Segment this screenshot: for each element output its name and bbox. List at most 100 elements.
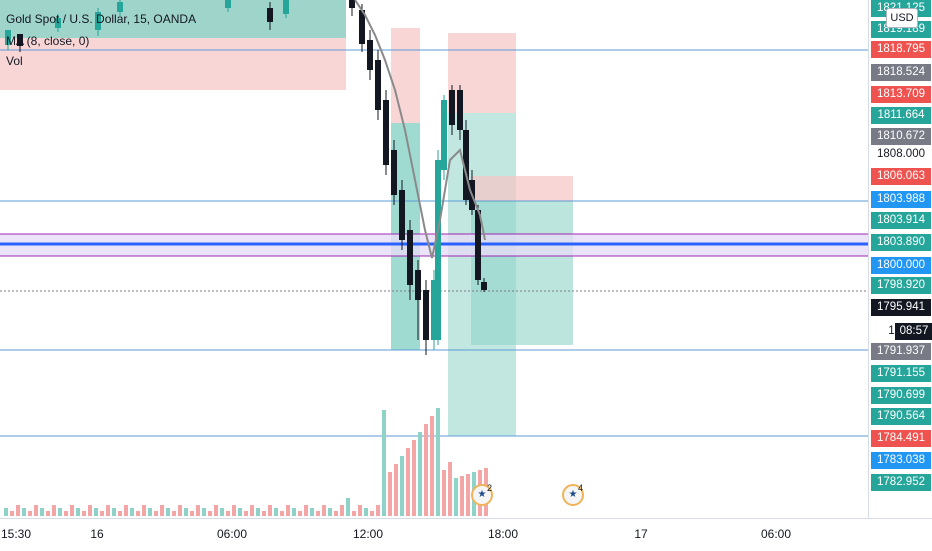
price-label: 1818.524 xyxy=(871,64,931,81)
volume-bar xyxy=(172,511,176,516)
price-label: 1784.491 xyxy=(871,430,931,447)
price-label: 1803.890 xyxy=(871,234,931,251)
candle-body xyxy=(225,0,231,8)
short-position-3-stop-zone[interactable] xyxy=(471,176,573,201)
candle-body xyxy=(475,210,481,280)
price-label: 1813.709 xyxy=(871,86,931,103)
candle-body xyxy=(117,2,123,12)
price-label: 1803.914 xyxy=(871,212,931,229)
volume-bar xyxy=(430,416,434,516)
candle-body xyxy=(349,0,355,8)
candle-body xyxy=(423,290,429,340)
price-axis[interactable]: 1821.1251819.1891818.7951818.5241813.709… xyxy=(868,0,932,518)
price-label: 1783.038 xyxy=(871,452,931,469)
volume-bar xyxy=(286,505,290,516)
volume-bar xyxy=(280,511,284,516)
volume-bar xyxy=(10,511,14,516)
volume-bar xyxy=(232,505,236,516)
volume-bar xyxy=(388,472,392,516)
candle-body xyxy=(383,100,389,165)
moving-average-line xyxy=(354,0,486,259)
candle-body xyxy=(391,150,397,195)
candle-body xyxy=(415,270,421,300)
volume-bar xyxy=(70,505,74,516)
candle-body xyxy=(435,160,441,340)
volume-bar xyxy=(202,508,206,516)
volume-bar xyxy=(214,505,218,516)
volume-bar xyxy=(184,508,188,516)
volume-bar xyxy=(136,511,140,516)
time-axis[interactable]: 15:30 16 06:00 12:00 18:00 17 06:00 xyxy=(0,518,932,551)
volume-bar xyxy=(460,476,464,516)
time-tick: 17 xyxy=(634,527,648,541)
legend-ma: MA (8, close, 0) xyxy=(6,34,90,48)
volume-bar xyxy=(436,408,440,516)
volume-bar xyxy=(250,505,254,516)
volume-bar xyxy=(316,511,320,516)
volume-bar xyxy=(160,505,164,516)
volume-bar xyxy=(100,511,104,516)
volume-bar xyxy=(394,464,398,516)
short-position-3-target-zone[interactable] xyxy=(471,201,573,345)
long-position-1-stop-zone[interactable] xyxy=(391,28,420,123)
economic-event-flag-icon[interactable]: ★ xyxy=(562,484,584,506)
volume-bar xyxy=(238,508,242,516)
volume-bar xyxy=(346,498,350,516)
volume-bar xyxy=(106,505,110,516)
volume-bar xyxy=(82,511,86,516)
candle-body xyxy=(55,18,61,28)
price-label: 1790.699 xyxy=(871,387,931,404)
volume-bar xyxy=(274,508,278,516)
candle-body xyxy=(481,282,487,290)
volume-bar xyxy=(382,410,386,516)
legend-symbol: Gold Spot / U.S. Dollar, 15, OANDA xyxy=(6,12,197,26)
candle-body xyxy=(407,230,413,285)
volume-bar xyxy=(442,470,446,516)
volume-bar xyxy=(64,511,68,516)
candle-body xyxy=(359,10,365,44)
volume-bar xyxy=(34,505,38,516)
price-label: 1782.952 xyxy=(871,474,931,491)
currency-button[interactable]: USD xyxy=(886,8,918,28)
price-label: 1790.564 xyxy=(871,408,931,425)
time-tick: 16 xyxy=(90,527,104,541)
chart-area[interactable]: Gold Spot / U.S. Dollar, 15, OANDA MA (8… xyxy=(0,0,868,518)
economic-event-flag-icon[interactable]: ★ xyxy=(471,484,493,506)
volume-bar xyxy=(16,505,20,516)
volume-bar xyxy=(46,511,50,516)
candle-body xyxy=(375,60,381,110)
volume-bar xyxy=(22,508,26,516)
candle-body xyxy=(431,280,437,340)
candle-body xyxy=(441,100,447,170)
volume-bar xyxy=(88,505,92,516)
volume-bar xyxy=(142,505,146,516)
price-label: 1811.664 xyxy=(871,107,931,124)
volume-bar xyxy=(148,508,152,516)
volume-bar xyxy=(268,505,272,516)
price-label: 1795.941 xyxy=(871,299,931,316)
time-tick: 15:30 xyxy=(0,527,32,541)
candle-body xyxy=(399,190,405,240)
event-count: 4 xyxy=(578,483,584,493)
volume-bar xyxy=(448,462,452,516)
candle-body xyxy=(17,34,23,46)
volume-bar xyxy=(334,511,338,516)
volume-bar xyxy=(400,456,404,516)
volume-bar xyxy=(364,508,368,516)
volume-bar xyxy=(58,508,62,516)
candle-body xyxy=(95,12,101,30)
volume-bar xyxy=(376,505,380,516)
volume-bar xyxy=(118,511,122,516)
volume-bar xyxy=(226,511,230,516)
volume-bar xyxy=(424,424,428,516)
volume-bar xyxy=(28,511,32,516)
volume-bar xyxy=(298,511,302,516)
volume-bar xyxy=(40,508,44,516)
volume-bar xyxy=(406,448,410,516)
volume-bar xyxy=(196,505,200,516)
volume-bar xyxy=(166,508,170,516)
volume-bar xyxy=(52,505,56,516)
volume-bar xyxy=(454,478,458,516)
candle-body xyxy=(457,90,463,130)
price-chart[interactable] xyxy=(0,0,868,518)
